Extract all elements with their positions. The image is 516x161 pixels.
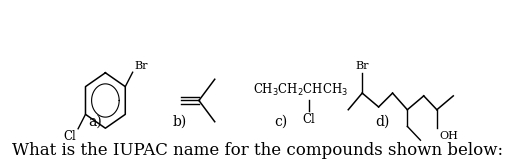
- Text: OH: OH: [439, 131, 458, 141]
- Text: Cl: Cl: [302, 113, 315, 126]
- Text: a): a): [88, 114, 102, 128]
- Text: d): d): [376, 114, 390, 128]
- Text: Cl: Cl: [63, 130, 76, 143]
- Text: Br: Br: [356, 61, 369, 71]
- Text: b): b): [172, 114, 187, 128]
- Text: Br: Br: [134, 61, 148, 71]
- Text: CH$_3$CH$_2$CHCH$_3$: CH$_3$CH$_2$CHCH$_3$: [253, 82, 348, 98]
- Text: c): c): [275, 114, 288, 128]
- Text: What is the IUPAC name for the compounds shown below:: What is the IUPAC name for the compounds…: [12, 142, 504, 159]
